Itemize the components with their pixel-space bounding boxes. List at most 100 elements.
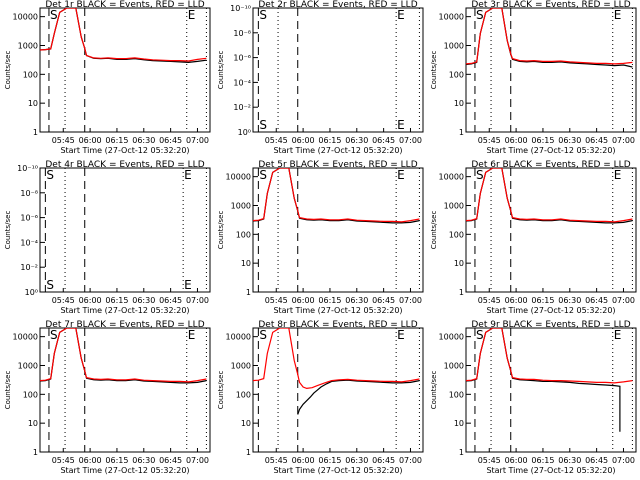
- y-tick-label: 10000: [439, 333, 464, 342]
- x-tick-label: 05:45: [478, 296, 501, 305]
- panel-title: Det 9r BLACK = Events, RED = LLD: [471, 320, 630, 330]
- x-tick-label: 06:15: [318, 456, 341, 465]
- x-tick-label: 05:45: [265, 296, 288, 305]
- x-axis-label: Start Time (27-Oct-12 05:32:20): [60, 146, 189, 155]
- marker-label-s: S: [476, 8, 484, 22]
- y-tick-label: 1: [246, 448, 251, 457]
- marker-label-e: E: [614, 328, 622, 342]
- plot-frame: [252, 167, 424, 293]
- series-events: [297, 379, 420, 415]
- x-tick-label: 06:30: [558, 136, 581, 145]
- x-tick-label: 05:45: [265, 456, 288, 465]
- panel-title: Det 1r BLACK = Events, RED = LLD: [45, 0, 204, 10]
- y-tick-label: 10⁰: [238, 128, 251, 137]
- y-tick-label: 10: [454, 259, 464, 268]
- marker-label-s: S: [259, 168, 267, 182]
- marker-label-e: E: [188, 328, 196, 342]
- x-tick-label: 05:45: [478, 456, 501, 465]
- y-axis-label: Counts/sec: [217, 51, 225, 90]
- x-tick-label: 06:45: [159, 136, 182, 145]
- x-tick-label: 07:00: [186, 456, 209, 465]
- y-tick-label: 10⁻⁴: [233, 78, 251, 87]
- plot-frame: [465, 327, 637, 453]
- x-axis-label: Start Time (27-Oct-12 05:32:20): [60, 466, 189, 475]
- panel-title: Det 4r BLACK = Events, RED = LLD: [45, 160, 204, 170]
- y-tick-label: 1000: [231, 361, 251, 370]
- marker-label-s: S: [50, 328, 58, 342]
- panel-det-2r: Det 2r BLACK = Events, RED = LLD 10⁰ 10⁻² 1…: [217, 0, 424, 155]
- plot-frame: [252, 7, 424, 133]
- y-tick-label: 1000: [18, 361, 38, 370]
- marker-label-s: S: [476, 168, 484, 182]
- y-tick-label: 1000: [444, 41, 464, 50]
- panel-det-5r: Det 5r BLACK = Events, RED = LLD 1 10 100 10…: [217, 160, 424, 315]
- x-tick-label: 06:30: [558, 456, 581, 465]
- y-tick-label: 10000: [13, 333, 38, 342]
- y-tick-label: 1: [459, 448, 464, 457]
- x-axis-label: Start Time (27-Oct-12 05:32:20): [486, 306, 615, 315]
- y-tick-label: 10000: [226, 173, 251, 182]
- marker-label-e: E: [397, 168, 405, 182]
- panel-det-4r: Det 4r BLACK = Events, RED = LLD 10⁰ 10⁻² 1…: [4, 160, 211, 315]
- series-lld: [40, 8, 207, 62]
- plot-frame: [465, 7, 637, 133]
- y-tick-label: 10⁻⁴: [20, 238, 38, 247]
- y-tick-label: 1: [459, 128, 464, 137]
- x-tick-label: 06:00: [292, 456, 315, 465]
- y-tick-label: 10⁻⁶: [20, 214, 38, 223]
- x-tick-label: 06:00: [505, 456, 528, 465]
- y-tick-label: 10: [241, 259, 251, 268]
- x-tick-label: 06:15: [105, 136, 128, 145]
- x-tick-label: 06:15: [318, 296, 341, 305]
- y-tick-label: 100: [236, 230, 251, 239]
- y-tick-label: 100: [449, 390, 464, 399]
- y-tick-label: 10: [28, 99, 38, 108]
- y-tick-label: 100: [236, 390, 251, 399]
- x-tick-label: 05:45: [265, 136, 288, 145]
- y-tick-label: 100: [23, 70, 38, 79]
- marker-label-s: S: [259, 8, 267, 22]
- y-axis-label: Counts/sec: [4, 371, 12, 410]
- y-tick-label: 1000: [444, 201, 464, 210]
- y-tick-label: 10⁻¹⁰: [17, 164, 38, 173]
- x-tick-label: 07:00: [399, 136, 422, 145]
- y-tick-label: 10: [454, 99, 464, 108]
- series-lld: [253, 168, 420, 223]
- x-tick-label: 06:00: [79, 296, 102, 305]
- x-tick-label: 06:00: [79, 456, 102, 465]
- marker-label-bottom: S: [46, 278, 54, 292]
- x-tick-label: 06:45: [372, 136, 395, 145]
- panel-det-7r: Det 7r BLACK = Events, RED = LLD 1 10 100 10…: [4, 320, 211, 475]
- x-axis-label: Start Time (27-Oct-12 05:32:20): [60, 306, 189, 315]
- plot-frame: [39, 167, 211, 293]
- x-tick-label: 07:00: [186, 296, 209, 305]
- y-tick-label: 100: [449, 70, 464, 79]
- panel-det-9r: Det 9r BLACK = Events, RED = LLD 1 10 100 10…: [430, 320, 637, 475]
- x-tick-label: 07:00: [612, 296, 635, 305]
- y-tick-label: 1: [33, 448, 38, 457]
- marker-label-e: E: [397, 328, 405, 342]
- x-tick-label: 06:30: [345, 296, 368, 305]
- y-tick-label: 10⁻¹⁰: [230, 4, 251, 13]
- x-tick-label: 06:30: [132, 136, 155, 145]
- marker-label-s: S: [50, 8, 58, 22]
- x-tick-label: 06:45: [159, 296, 182, 305]
- x-tick-label: 06:30: [558, 296, 581, 305]
- x-axis-label: Start Time (27-Oct-12 05:32:20): [273, 146, 402, 155]
- x-tick-label: 06:45: [585, 296, 608, 305]
- x-tick-label: 05:45: [52, 456, 75, 465]
- panel-title: Det 7r BLACK = Events, RED = LLD: [45, 320, 204, 330]
- x-tick-label: 06:15: [318, 136, 341, 145]
- x-tick-label: 07:00: [612, 136, 635, 145]
- y-tick-label: 100: [449, 230, 464, 239]
- y-axis-label: Counts/sec: [4, 211, 12, 250]
- x-tick-label: 06:15: [531, 136, 554, 145]
- x-tick-label: 06:15: [105, 456, 128, 465]
- x-tick-label: 06:00: [505, 136, 528, 145]
- plot-frame: [39, 327, 211, 453]
- x-tick-label: 06:00: [79, 136, 102, 145]
- x-tick-label: 06:45: [372, 456, 395, 465]
- x-tick-label: 06:30: [132, 296, 155, 305]
- x-tick-label: 06:00: [292, 136, 315, 145]
- y-tick-label: 1000: [18, 41, 38, 50]
